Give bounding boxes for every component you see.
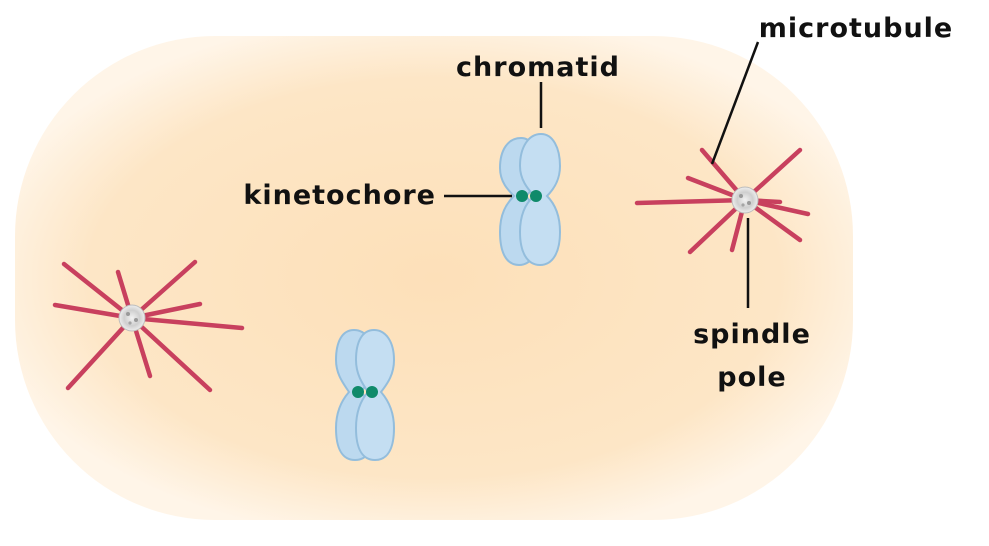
label-kinetochore: kinetochore <box>243 180 436 211</box>
label-pole: pole <box>717 362 786 393</box>
chromosome-lower <box>334 328 396 462</box>
label-spindle: spindle <box>693 319 811 350</box>
cell-body <box>15 36 853 520</box>
pole-centrosome-right <box>731 186 759 214</box>
spindle-pole-left <box>52 259 245 393</box>
kinetochore-lower-right <box>366 386 378 398</box>
kinetochore-lower-left <box>352 386 364 398</box>
pole-centrosome-left <box>118 304 146 332</box>
microtubule-leader <box>710 41 760 165</box>
leader-lines <box>444 41 760 308</box>
kinetochore-upper-left <box>516 190 528 202</box>
chromosome-upper <box>498 132 562 267</box>
kinetochore-upper-right <box>530 190 542 202</box>
label-microtubule: microtubule <box>759 13 954 44</box>
spindle-pole-right <box>634 147 811 255</box>
label-chromatid: chromatid <box>456 52 620 83</box>
